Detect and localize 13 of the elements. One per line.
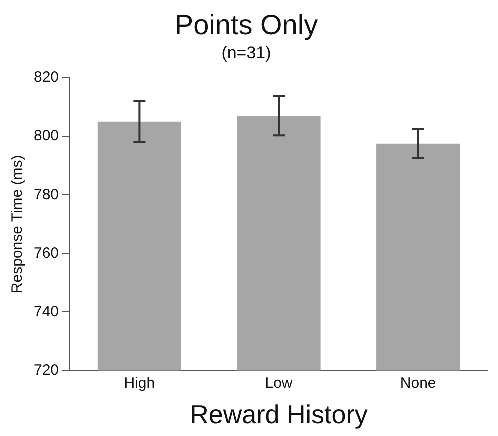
- y-tick-label: 720: [34, 362, 60, 379]
- chart-title: Points Only: [174, 10, 318, 41]
- x-axis-title: Reward History: [190, 400, 368, 430]
- chart-subtitle: (n=31): [222, 43, 272, 62]
- y-axis-title: Response Time (ms): [9, 155, 26, 294]
- y-tick-label: 760: [34, 244, 60, 262]
- x-tick-label: High: [124, 374, 156, 392]
- y-tick-label: 820: [34, 69, 60, 86]
- x-tick-label: None: [400, 374, 436, 392]
- y-tick-label: 780: [34, 186, 60, 204]
- y-tick-label: 800: [34, 128, 60, 145]
- y-tick-label: 740: [34, 303, 60, 320]
- x-tick-label: Low: [265, 374, 293, 392]
